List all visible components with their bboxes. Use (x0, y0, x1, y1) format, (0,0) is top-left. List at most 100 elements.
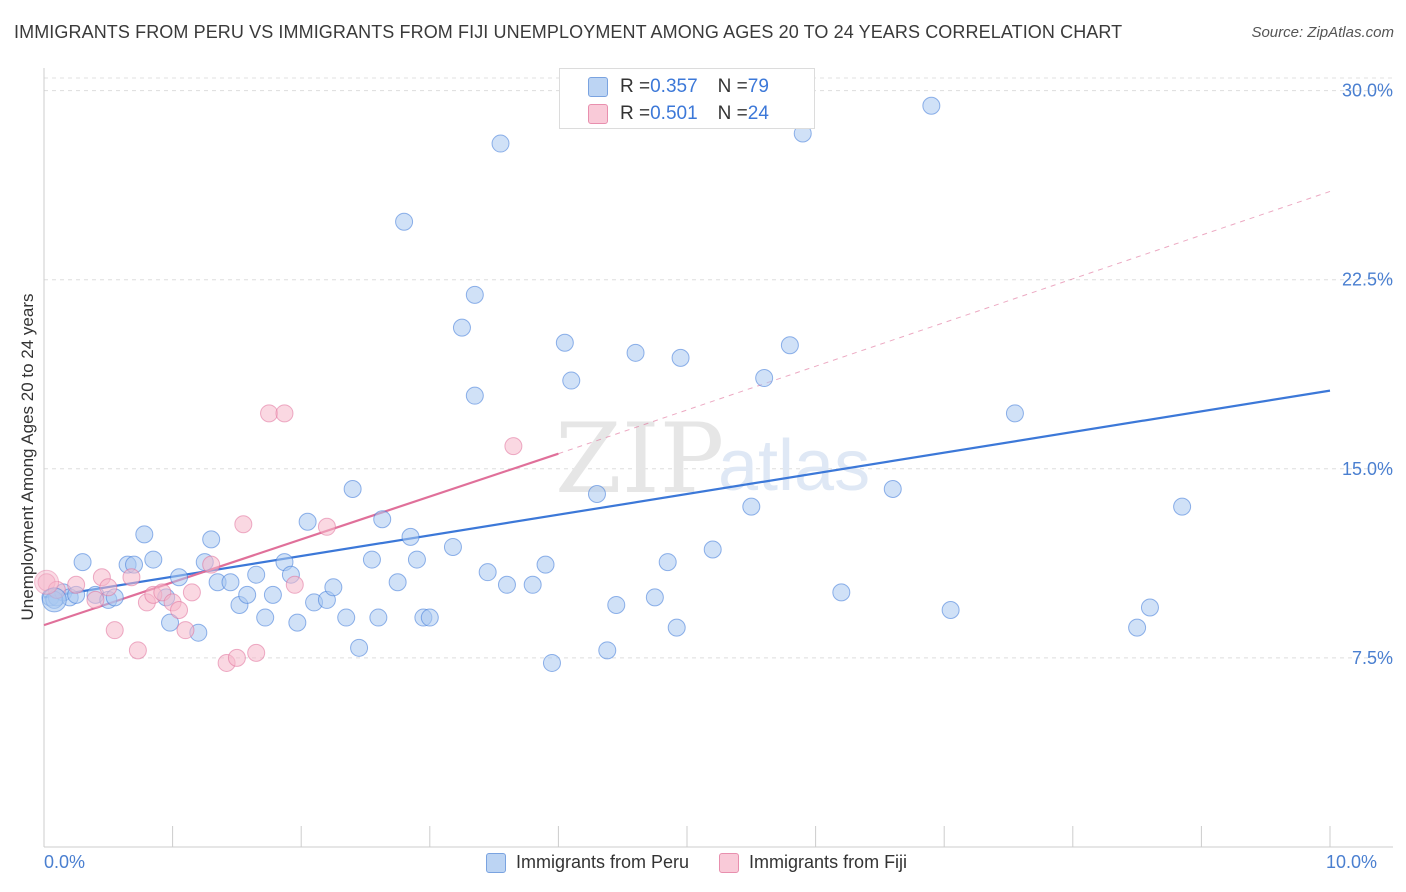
data-point (883, 479, 902, 498)
data-point (135, 525, 154, 544)
data-point (234, 515, 253, 534)
data-point (420, 608, 439, 627)
data-point (238, 585, 257, 604)
data-point (1128, 618, 1147, 637)
trend-lines (43, 190, 1331, 627)
data-point (373, 510, 392, 529)
data-point (780, 336, 799, 355)
data-point (555, 333, 574, 352)
data-point (337, 608, 356, 627)
chart-title: IMMIGRANTS FROM PERU VS IMMIGRANTS FROM … (14, 22, 1123, 42)
data-point (922, 96, 941, 115)
data-point (350, 638, 369, 657)
data-point (542, 653, 561, 672)
data-point (67, 575, 86, 594)
data-point (362, 550, 381, 569)
stats-r-value: 0.501 (650, 103, 698, 124)
legend-item-peru[interactable]: Immigrants from Peru (486, 852, 689, 873)
data-point (755, 369, 774, 388)
data-point (256, 608, 275, 627)
stats-swatch-peru (588, 77, 608, 97)
data-point (298, 512, 317, 531)
data-point (288, 613, 307, 632)
data-point (658, 553, 677, 572)
y-tick-labels: 7.5% 15.0% 22.5% 30.0% (1342, 81, 1393, 668)
data-point (202, 530, 221, 549)
data-point (465, 285, 484, 304)
data-point (221, 573, 240, 592)
data-point (562, 371, 581, 390)
data-point (401, 527, 420, 546)
data-point (317, 517, 336, 536)
data-point (263, 585, 282, 604)
stats-r-value: 0.357 (650, 76, 698, 97)
data-point (170, 568, 189, 587)
data-point (122, 568, 141, 587)
data-point (170, 600, 189, 619)
y-tick-label: 30.0% (1342, 81, 1393, 101)
data-point (523, 575, 542, 594)
data-point (86, 590, 105, 609)
data-point (247, 643, 266, 662)
data-point (832, 583, 851, 602)
data-point (324, 578, 343, 597)
data-point (478, 563, 497, 582)
data-point (1005, 404, 1024, 423)
data-point (105, 621, 124, 640)
data-point (202, 555, 221, 574)
correlation-legend: R = 0.357 N = 79 R = 0.501 N = 24 (559, 68, 815, 129)
axes (43, 68, 1393, 848)
stats-r-label: R = (620, 103, 651, 124)
data-point (407, 550, 426, 569)
data-point (275, 404, 294, 423)
stats-n-label: N = (717, 103, 748, 124)
y-axis-title: Unemployment Among Ages 20 to 24 years (18, 293, 37, 621)
chart-source[interactable]: Source: ZipAtlas.com (1251, 24, 1394, 41)
data-point (395, 212, 414, 231)
stats-swatch-fiji (588, 104, 608, 124)
watermark: ZIP atlas (555, 403, 870, 515)
legend-label-fiji: Immigrants from Fiji (749, 852, 908, 872)
data-point (465, 386, 484, 405)
data-point (941, 600, 960, 619)
legend-item-fiji[interactable]: Immigrants from Fiji (719, 852, 907, 873)
data-point (343, 479, 362, 498)
data-point (1173, 497, 1192, 516)
gridlines (44, 77, 1393, 659)
series-fiji-points (37, 404, 523, 672)
series-peru-points (41, 96, 1192, 672)
data-point (504, 437, 523, 456)
data-point (667, 618, 686, 637)
y-tick-label: 15.0% (1342, 459, 1393, 479)
data-point (176, 621, 195, 640)
data-point (182, 583, 201, 602)
data-point (703, 540, 722, 559)
data-point (742, 497, 761, 516)
data-point (227, 648, 246, 667)
data-point (671, 348, 690, 367)
data-point (491, 134, 510, 153)
data-point (587, 485, 606, 504)
data-point (161, 613, 180, 632)
stats-row-peru: R = 0.357 N = 79 (620, 75, 769, 99)
data-points (34, 96, 1192, 672)
stats-n-value: 24 (747, 103, 769, 124)
legend-swatch-peru (486, 852, 506, 873)
data-point (128, 641, 147, 660)
data-point (497, 575, 516, 594)
trend-line-extension-fiji (558, 190, 1331, 455)
data-point (443, 537, 462, 556)
trend-line-fiji (43, 452, 559, 627)
data-point (536, 555, 555, 574)
watermark-atlas: atlas (718, 426, 870, 506)
data-point (1140, 598, 1159, 617)
data-point (260, 404, 279, 423)
data-point (645, 588, 664, 607)
y-tick-label: 7.5% (1352, 648, 1393, 668)
y-tick-label: 22.5% (1342, 270, 1393, 290)
data-point (626, 343, 645, 362)
data-point (598, 641, 617, 660)
watermark-zip: ZIP (555, 403, 724, 515)
data-point (144, 550, 163, 569)
